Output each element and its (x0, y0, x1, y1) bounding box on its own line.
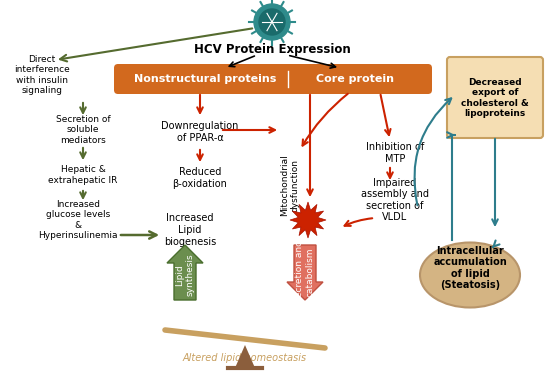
Text: Decreased
export of
cholesterol &
lipoproteins: Decreased export of cholesterol & lipopr… (461, 78, 529, 118)
Text: Increased
Lipid
biogenesis: Increased Lipid biogenesis (164, 214, 216, 247)
Text: ROS: ROS (296, 215, 320, 225)
FancyBboxPatch shape (447, 57, 543, 138)
Text: Reduced
β-oxidation: Reduced β-oxidation (173, 167, 228, 189)
Text: Inhibition of
MTP: Inhibition of MTP (366, 142, 424, 164)
Polygon shape (235, 345, 255, 368)
Text: Altered lipid homeostasis: Altered lipid homeostasis (183, 353, 307, 363)
FancyBboxPatch shape (114, 64, 432, 94)
Text: Direct
interference
with insulin
signaling: Direct interference with insulin signali… (14, 55, 70, 95)
Text: Increased
glucose levels
&
Hyperinsulinemia: Increased glucose levels & Hyperinsuline… (39, 200, 118, 240)
Text: Secretion of
soluble
mediators: Secretion of soluble mediators (56, 115, 111, 145)
Circle shape (259, 9, 285, 35)
Ellipse shape (420, 242, 520, 307)
Text: Lipid
synthesis: Lipid synthesis (175, 254, 195, 296)
Text: Intracellular
accumulation
of lipid
(Steatosis): Intracellular accumulation of lipid (Ste… (433, 245, 507, 290)
Text: Downregulation
of PPAR-α: Downregulation of PPAR-α (161, 121, 239, 143)
FancyArrow shape (287, 245, 323, 300)
Polygon shape (290, 202, 326, 238)
FancyArrow shape (167, 245, 203, 300)
Text: Nonstructural proteins: Nonstructural proteins (134, 74, 276, 84)
Text: Core protein: Core protein (316, 74, 394, 84)
Text: Impaired
assembly and
secretion of
VLDL: Impaired assembly and secretion of VLDL (361, 177, 429, 222)
Text: HCV Protein Expression: HCV Protein Expression (194, 43, 350, 57)
Text: Secretion and
catabolism: Secretion and catabolism (295, 241, 315, 304)
Circle shape (254, 4, 290, 40)
Text: Mitochondrial
dysfunction: Mitochondrial dysfunction (280, 154, 300, 216)
Text: Hepatic &
extrahepatic IR: Hepatic & extrahepatic IR (48, 165, 118, 185)
